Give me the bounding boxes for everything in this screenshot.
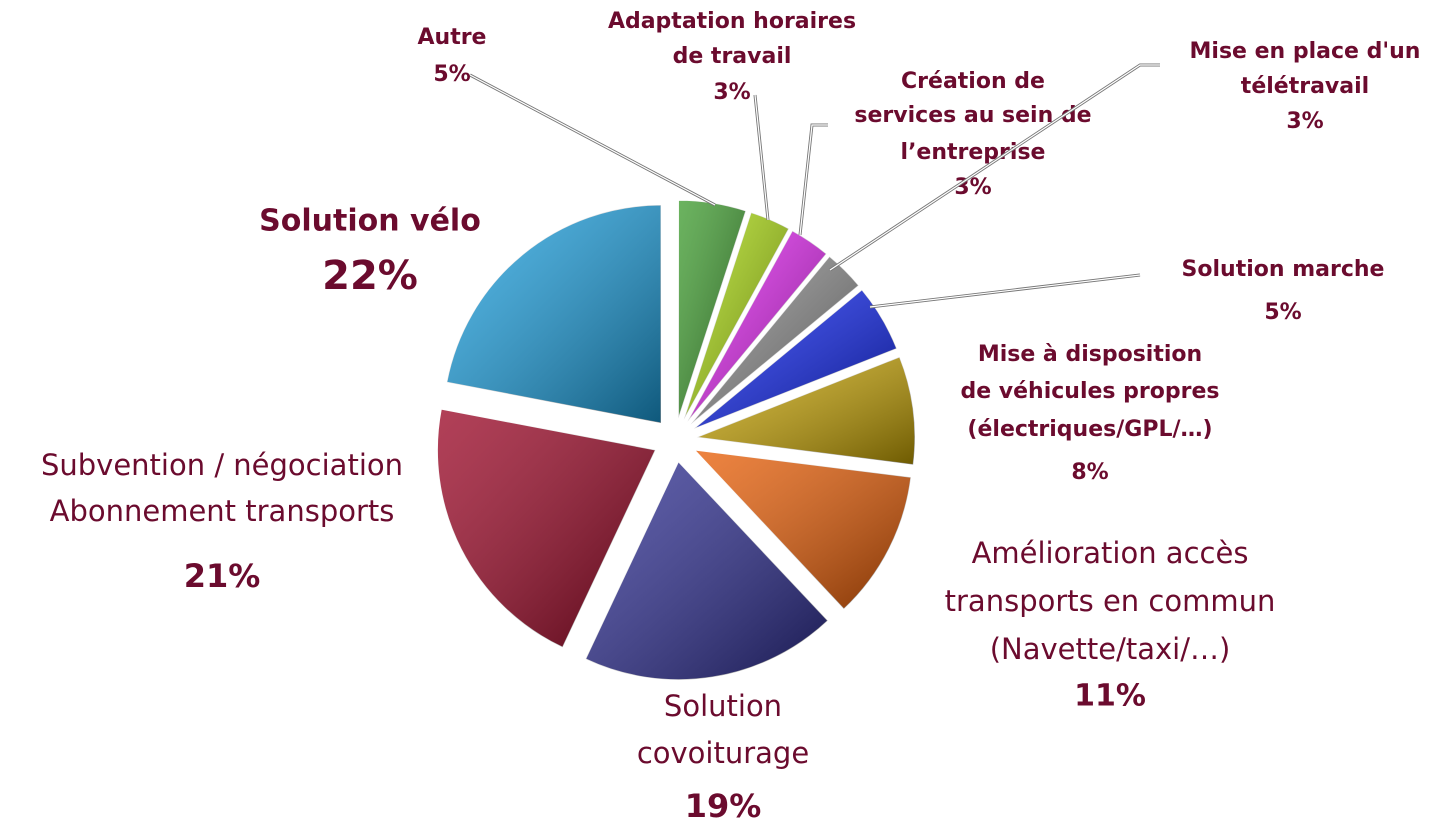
slice-label: Mise en place d'un <box>1190 39 1421 64</box>
slice-label: Solution marche <box>1182 257 1385 282</box>
value-label: 22% <box>322 253 418 299</box>
value-label: 19% <box>685 787 762 825</box>
slice-shade <box>585 461 828 680</box>
slice-shade <box>678 200 746 419</box>
slice-label: Subvention / négociation <box>41 448 403 482</box>
leader-line-inner <box>754 94 769 221</box>
leader-line-inner <box>469 74 716 206</box>
slice-label: Amélioration accès <box>972 536 1249 570</box>
slice-shade <box>694 449 911 609</box>
slice-label: services au sein de <box>854 103 1091 128</box>
slice-label: Création de <box>901 69 1045 94</box>
slice-label: télétravail <box>1241 74 1369 99</box>
slice-shade <box>696 356 915 465</box>
value-label: 5% <box>1264 300 1301 325</box>
value-label: 11% <box>1074 679 1146 714</box>
slice-label: l’entreprise <box>901 140 1046 165</box>
slice-shade <box>690 256 859 425</box>
value-label: 21% <box>184 557 261 595</box>
slice-label: Solution vélo <box>259 204 481 239</box>
slice-label: covoiturage <box>637 736 809 770</box>
slice-label: Adaptation horaires <box>608 9 856 34</box>
leader-line <box>798 123 828 236</box>
slice-label: de travail <box>673 44 792 69</box>
leader-line-inner <box>799 124 828 236</box>
slice-shade <box>693 289 897 429</box>
slice-shade <box>437 409 656 648</box>
slice-label: Autre <box>418 25 487 50</box>
leader-line-inner <box>829 64 1160 271</box>
slice-label: transports en commun <box>945 584 1276 618</box>
slice-label: Abonnement transports <box>50 494 395 528</box>
slice-shade <box>446 205 661 424</box>
value-label: 8% <box>1071 460 1108 485</box>
value-label: 3% <box>713 80 750 105</box>
slice-label: (électriques/GPL/…) <box>967 417 1212 442</box>
slice-label: de véhicules propres <box>960 379 1219 404</box>
slice-shade <box>683 212 789 420</box>
slice-shade <box>687 230 827 422</box>
value-label: 3% <box>1286 109 1323 134</box>
slice-label: (Navette/taxi/…) <box>990 632 1231 666</box>
leader-line-inner <box>869 274 1141 308</box>
value-label: 5% <box>433 62 470 87</box>
value-label: 3% <box>954 175 991 200</box>
leader-line <box>829 63 1160 272</box>
slice-label: Mise à disposition <box>978 342 1202 367</box>
slice-label: Solution <box>664 689 782 723</box>
